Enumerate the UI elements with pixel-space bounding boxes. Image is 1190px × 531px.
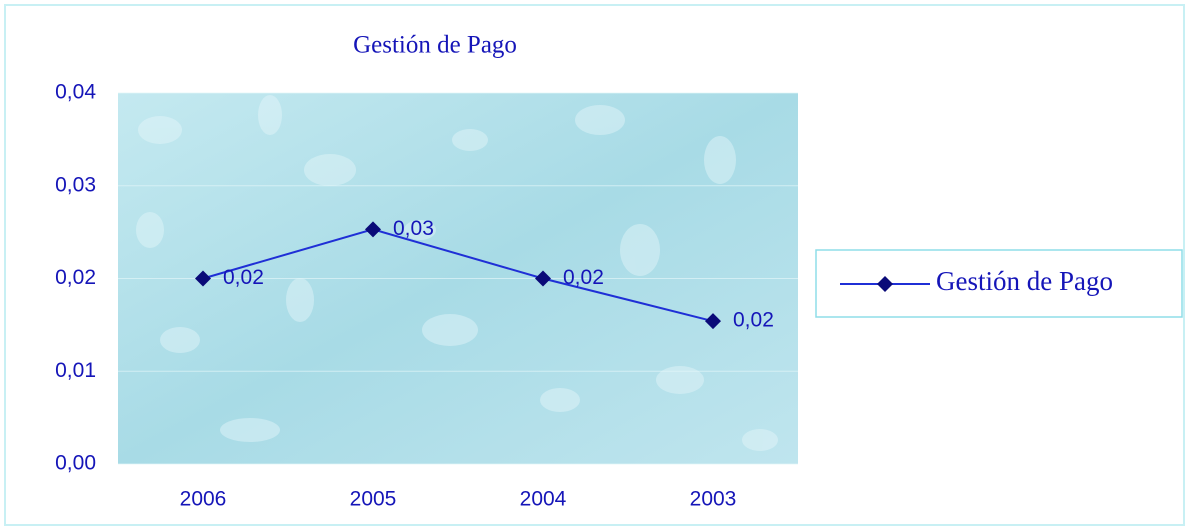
y-tick-label: 0,00 — [55, 452, 96, 475]
chart-title: Gestión de Pago — [353, 32, 517, 59]
x-tick-label: 2003 — [690, 488, 737, 511]
drop-texture — [136, 95, 778, 451]
marker — [195, 270, 211, 287]
marker — [535, 270, 551, 287]
data-label: 0,02 — [563, 266, 604, 289]
data-label: 0,02 — [733, 309, 774, 332]
x-tick-label: 2006 — [180, 488, 227, 511]
series-line — [202, 228, 714, 323]
data-label: 0,03 — [393, 217, 434, 240]
y-tick-label: 0,03 — [55, 173, 96, 196]
y-tick-label: 0,01 — [55, 359, 96, 382]
y-tick-label: 0,04 — [55, 81, 96, 104]
x-tick-label: 2005 — [350, 488, 397, 511]
marker — [365, 221, 381, 238]
legend-label: Gestión de Pago — [936, 266, 1113, 296]
x-tick-label: 2004 — [520, 488, 567, 511]
marker — [705, 313, 721, 330]
y-tick-label: 0,02 — [55, 266, 96, 289]
data-label: 0,02 — [223, 266, 264, 289]
legend-marker — [877, 276, 893, 292]
